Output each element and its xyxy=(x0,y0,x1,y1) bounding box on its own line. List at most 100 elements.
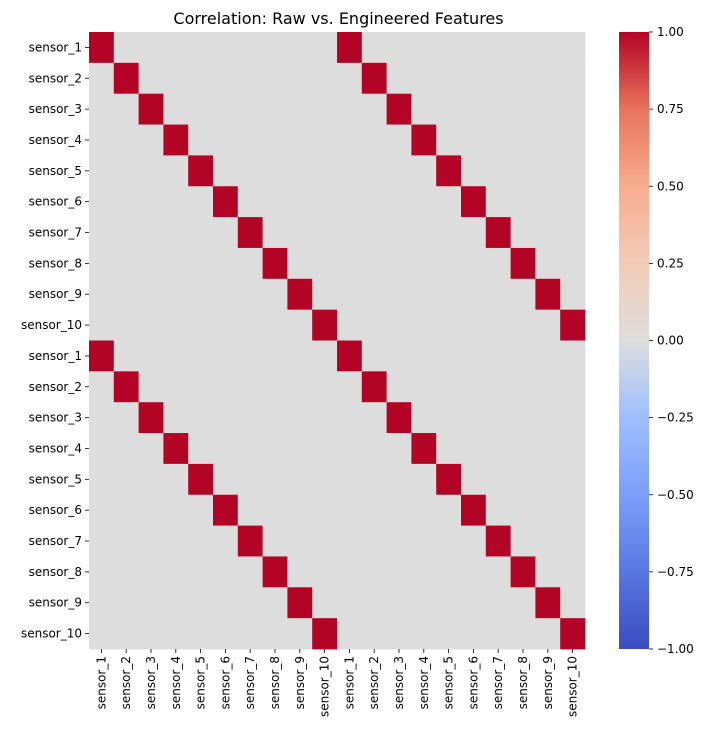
heatmap-cell xyxy=(89,93,115,125)
heatmap-cell xyxy=(386,32,412,64)
heatmap-cell xyxy=(287,309,313,341)
heatmap-cell xyxy=(89,62,115,95)
heatmap-cell xyxy=(436,371,462,403)
heatmap-cell xyxy=(386,278,412,311)
heatmap-cell xyxy=(287,217,313,249)
y-tick-label: sensor_6 xyxy=(29,503,82,517)
heatmap-cell xyxy=(436,32,462,64)
heatmap-cell xyxy=(436,62,462,95)
heatmap-cell xyxy=(163,247,189,280)
x-tick-label: sensor_8 xyxy=(516,656,530,709)
heatmap-cell xyxy=(213,247,239,280)
heatmap-cell xyxy=(461,186,487,218)
heatmap-cell xyxy=(287,155,313,187)
heatmap-cell xyxy=(163,371,189,403)
y-tick-label: sensor_2 xyxy=(29,380,82,394)
heatmap-cell xyxy=(337,463,363,496)
heatmap-cell xyxy=(163,93,189,125)
heatmap-cell xyxy=(138,309,164,341)
heatmap-cell xyxy=(485,186,511,218)
heatmap-cell xyxy=(262,62,288,95)
y-tick-label: sensor_7 xyxy=(29,226,82,240)
heatmap-cell xyxy=(262,402,288,434)
heatmap-cell xyxy=(535,278,561,311)
y-tick-label: sensor_4 xyxy=(29,133,82,147)
heatmap-cell xyxy=(312,587,338,619)
heatmap-cell xyxy=(461,371,487,403)
heatmap-cell xyxy=(138,186,164,218)
heatmap-cell xyxy=(337,93,363,125)
heatmap-cell xyxy=(113,93,139,125)
heatmap-cell xyxy=(535,433,561,465)
heatmap-cell xyxy=(337,217,363,249)
heatmap-cell xyxy=(485,618,511,650)
heatmap-cell xyxy=(510,32,536,64)
heatmap-cell xyxy=(89,494,115,526)
heatmap-cell xyxy=(213,62,239,95)
x-tick-label: sensor_6 xyxy=(466,656,480,709)
heatmap-cell xyxy=(113,618,139,650)
heatmap-cell xyxy=(337,32,363,64)
colorbar-tick-label: −0.50 xyxy=(657,488,694,502)
heatmap-cell xyxy=(287,494,313,526)
heatmap-cell xyxy=(560,587,586,619)
heatmap-cell xyxy=(535,525,561,557)
heatmap-cell xyxy=(163,62,189,95)
x-tick-label: sensor_10 xyxy=(566,656,580,717)
heatmap-cell xyxy=(138,62,164,95)
heatmap-cell xyxy=(361,494,387,526)
heatmap-cell xyxy=(113,494,139,526)
heatmap-cell xyxy=(163,309,189,341)
heatmap-cell xyxy=(386,340,412,372)
y-tick-label: sensor_2 xyxy=(29,71,82,85)
y-tick-label: sensor_5 xyxy=(29,472,82,486)
y-tick-label: sensor_5 xyxy=(29,164,82,178)
heatmap-cell xyxy=(113,309,139,341)
heatmap-cell xyxy=(213,587,239,619)
heatmap-cell xyxy=(485,62,511,95)
heatmap-cell xyxy=(535,618,561,650)
heatmap-cell xyxy=(535,463,561,496)
heatmap-cell xyxy=(485,32,511,64)
heatmap-cell xyxy=(436,278,462,311)
heatmap-cell xyxy=(361,371,387,403)
heatmap-cell xyxy=(237,32,263,64)
heatmap-cell xyxy=(89,217,115,249)
heatmap-cell xyxy=(89,525,115,557)
heatmap-cell xyxy=(510,124,536,156)
heatmap-cell xyxy=(461,62,487,95)
heatmap-cell xyxy=(510,217,536,249)
heatmap-cell xyxy=(461,155,487,187)
heatmap-cell xyxy=(436,155,462,187)
heatmap-cell xyxy=(461,433,487,465)
heatmap-cell xyxy=(213,525,239,557)
heatmap-cell xyxy=(213,402,239,434)
heatmap-cell xyxy=(337,618,363,650)
heatmap-cell xyxy=(560,309,586,341)
heatmap-cell xyxy=(213,93,239,125)
heatmap-cell xyxy=(138,463,164,496)
heatmap-cell xyxy=(386,618,412,650)
heatmap-cell xyxy=(461,247,487,280)
heatmap-cell xyxy=(312,340,338,372)
heatmap-cell xyxy=(436,124,462,156)
heatmap-cell xyxy=(461,587,487,619)
heatmap-cell xyxy=(386,587,412,619)
heatmap-cell xyxy=(510,186,536,218)
heatmap-cell xyxy=(287,587,313,619)
heatmap-cell xyxy=(237,186,263,218)
heatmap-cell xyxy=(386,247,412,280)
heatmap-cell xyxy=(386,93,412,125)
heatmap-cell xyxy=(163,525,189,557)
heatmap-cell xyxy=(312,32,338,64)
heatmap-cell xyxy=(89,124,115,156)
heatmap-cell xyxy=(287,340,313,372)
heatmap-cell xyxy=(262,155,288,187)
colorbar-tick-label: −0.25 xyxy=(657,411,694,425)
x-tick-label: sensor_9 xyxy=(541,656,555,709)
y-tick-label: sensor_7 xyxy=(29,534,82,548)
heatmap-cell xyxy=(188,62,214,95)
x-tick-label: sensor_9 xyxy=(293,656,307,709)
heatmap-cell xyxy=(510,340,536,372)
heatmap-cell xyxy=(436,247,462,280)
